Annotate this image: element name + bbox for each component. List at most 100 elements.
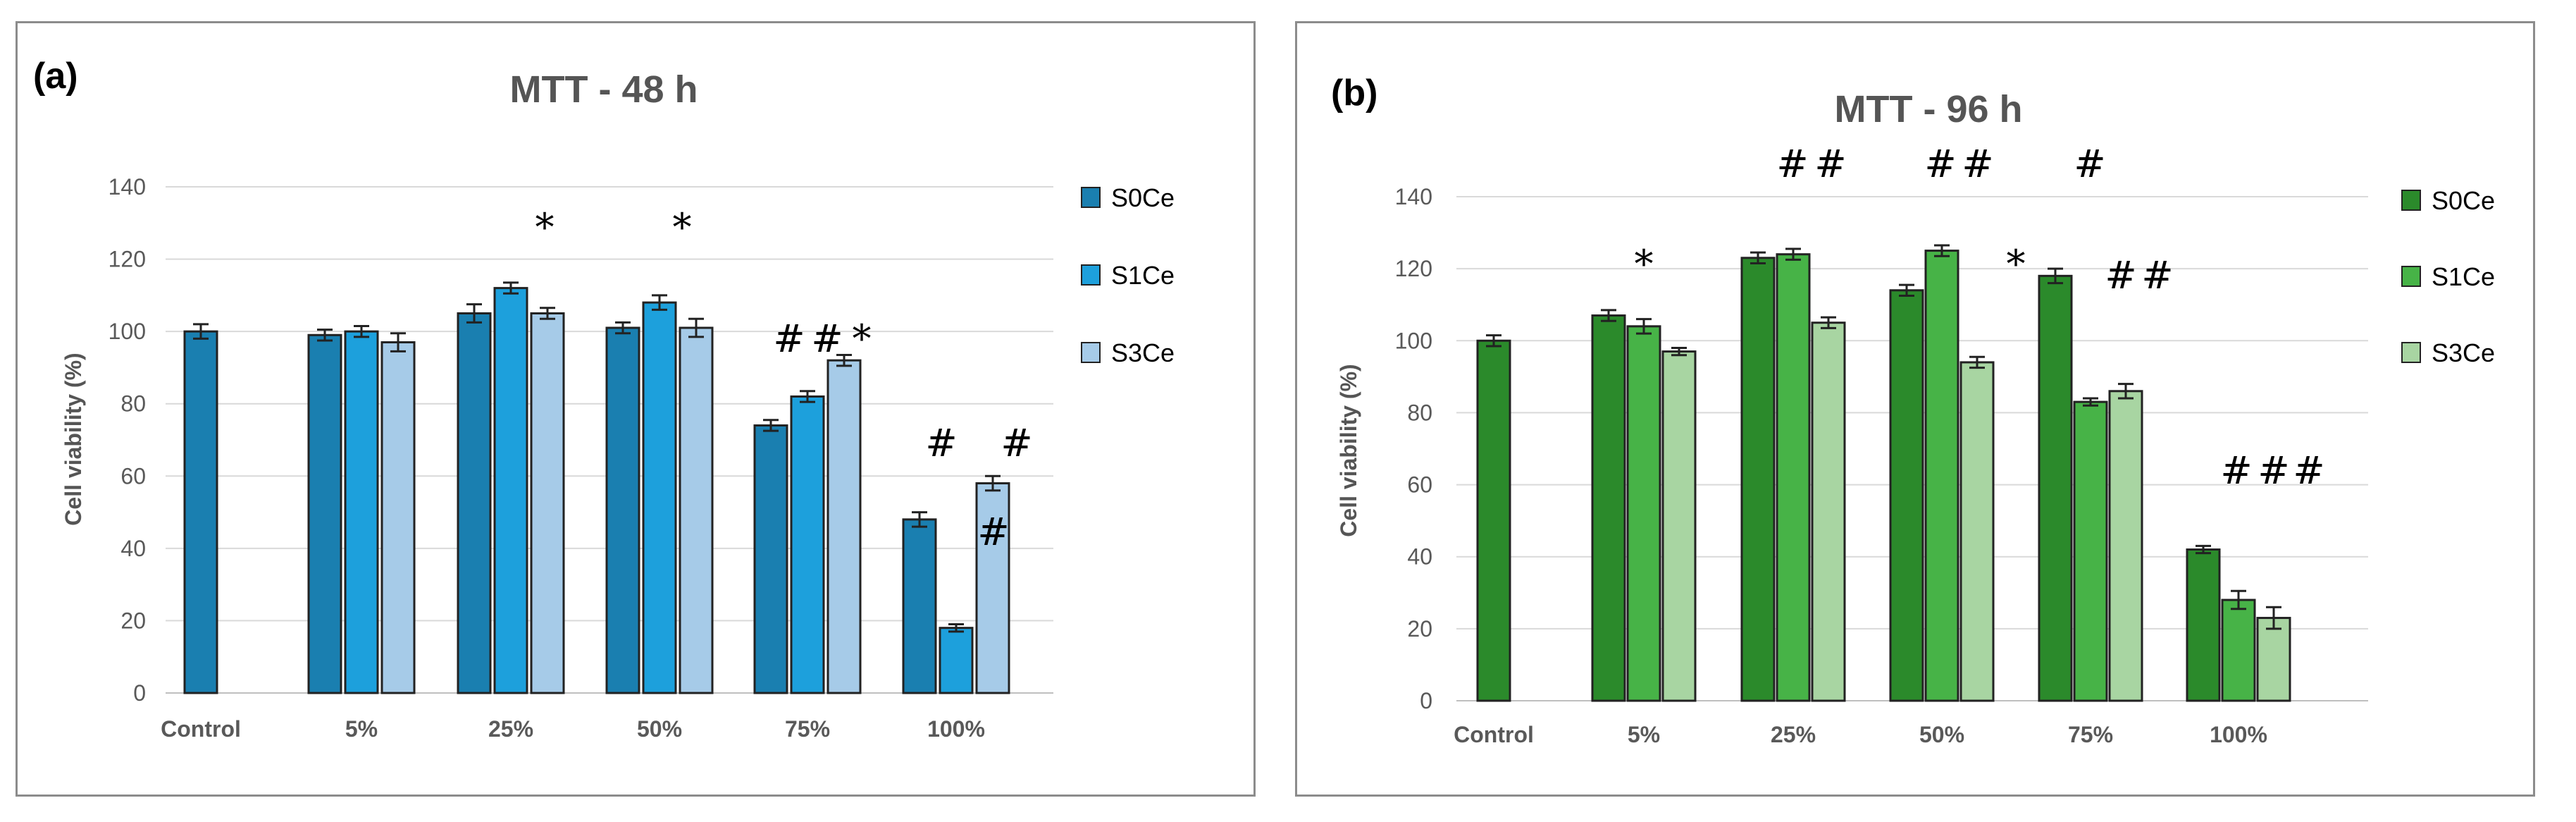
- y-tick-b-20: 20: [1407, 616, 1432, 642]
- y-tick-b-120: 120: [1395, 256, 1432, 281]
- y-tick-a-20: 20: [120, 608, 146, 633]
- error-bar-a-S1Ce-5: [948, 623, 964, 633]
- annotation-b-8: #: [2141, 253, 2173, 297]
- y-tick-b-0: 0: [1420, 688, 1432, 713]
- x-tick-a-5: 100%: [927, 716, 985, 742]
- bar-b-S0Ce-5: [2186, 548, 2221, 702]
- panel-label-b: (b): [1331, 73, 1377, 114]
- annotation-b-9: #: [2220, 448, 2252, 493]
- error-bar-b-S3Ce-2: [1821, 316, 1836, 329]
- error-bar-b-S1Ce-2: [1785, 247, 1801, 261]
- x-tick-b-2: 25%: [1771, 722, 1816, 747]
- error-bar-b-S0Ce-3: [1899, 283, 1914, 297]
- bar-b-S1Ce-4: [2073, 400, 2108, 702]
- annotation-a-9: #: [977, 510, 1009, 554]
- y-axis-label-b: Cell viability (%): [1336, 364, 1361, 536]
- y-tick-b-140: 140: [1395, 184, 1432, 209]
- error-bar-a-S1Ce-4: [800, 390, 815, 403]
- error-bar-a-S1Ce-2: [503, 281, 519, 295]
- error-bar-b-S0Ce-2: [1750, 251, 1766, 264]
- error-bar-b-S1Ce-5: [2231, 589, 2246, 611]
- bar-a-S1Ce-3: [642, 301, 677, 694]
- legend-swatch-a-S0Ce: [1081, 187, 1101, 208]
- annotation-b-5: *: [2007, 242, 2026, 286]
- bar-b-S3Ce-4: [2108, 390, 2143, 702]
- bar-a-S1Ce-1: [344, 330, 379, 694]
- error-bar-a-S1Ce-3: [652, 294, 667, 311]
- annotation-b-4: #: [1962, 142, 1993, 186]
- y-tick-a-40: 40: [120, 536, 146, 561]
- error-bar-a-S3Ce-2: [540, 307, 555, 320]
- error-bar-b-S1Ce-1: [1636, 318, 1652, 335]
- y-tick-a-140: 140: [109, 174, 146, 200]
- legend-swatch-b-S3Ce: [2401, 342, 2421, 363]
- chart-panel-a: (a) MTT - 48 h 0 20 40 60 80 100 120 140 Cell viab…: [16, 21, 1256, 797]
- chart-title-a: MTT - 48 h: [510, 68, 698, 111]
- error-bar-b-S0Ce-0: [1486, 334, 1501, 348]
- bar-a-S1Ce-4: [790, 395, 825, 694]
- legend-swatch-a-S1Ce: [1081, 264, 1101, 286]
- annotation-a-1: *: [535, 205, 555, 250]
- annotation-b-0: *: [1635, 242, 1654, 286]
- bar-a-S3Ce-4: [826, 359, 862, 694]
- error-bar-a-S1Ce-1: [354, 324, 369, 338]
- error-bar-b-S1Ce-4: [2083, 397, 2098, 407]
- error-bar-b-S1Ce-3: [1934, 244, 1950, 257]
- bar-b-S3Ce-1: [1661, 350, 1697, 702]
- error-bar-b-S0Ce-5: [2196, 544, 2211, 555]
- error-bar-b-S3Ce-5: [2266, 606, 2281, 630]
- error-bar-a-S0Ce-4: [763, 419, 779, 432]
- bar-a-S0Ce-4: [753, 424, 788, 694]
- bar-a-S1Ce-2: [493, 287, 528, 694]
- error-bar-a-S3Ce-5: [985, 474, 1001, 492]
- y-tick-a-80: 80: [120, 391, 146, 417]
- annotation-b-1: #: [1776, 142, 1808, 186]
- error-bar-a-S0Ce-0: [193, 323, 209, 340]
- bar-b-S1Ce-1: [1626, 325, 1661, 702]
- error-bar-b-S3Ce-3: [1969, 355, 1985, 369]
- y-tick-a-100: 100: [109, 319, 146, 344]
- error-bar-b-S3Ce-4: [2118, 383, 2134, 400]
- legend-label-a-S3Ce: S3Ce: [1111, 338, 1175, 367]
- legend-swatch-b-S0Ce: [2401, 190, 2421, 211]
- bar-a-S0Ce-2: [457, 312, 492, 694]
- y-tick-b-40: 40: [1407, 544, 1432, 570]
- bar-b-S0Ce-0: [1476, 339, 1511, 702]
- chart-panel-b: (b) MTT - 96 h 0 20 40 60 80 100 120 140 Cell viab…: [1295, 21, 2535, 797]
- bar-b-S3Ce-2: [1811, 321, 1846, 702]
- annotation-a-3: *: [673, 205, 692, 250]
- x-tick-b-3: 50%: [1919, 722, 1964, 747]
- bar-a-S3Ce-1: [380, 341, 416, 694]
- legend-label-a-S0Ce: S0Ce: [1111, 183, 1175, 212]
- panel-label-a: (a): [33, 56, 78, 97]
- x-tick-b-1: 5%: [1628, 722, 1660, 747]
- annotation-a-7: *: [853, 317, 872, 361]
- y-axis-label-a: Cell viability (%): [61, 352, 86, 525]
- bar-a-S3Ce-5: [975, 482, 1010, 694]
- bar-a-S3Ce-2: [530, 312, 565, 694]
- bar-a-S0Ce-1: [307, 333, 342, 694]
- error-bar-a-S3Ce-3: [688, 317, 704, 338]
- bar-b-S1Ce-2: [1776, 253, 1811, 702]
- error-bar-a-S0Ce-1: [317, 329, 333, 342]
- y-tick-b-100: 100: [1395, 328, 1432, 353]
- error-bar-a-S0Ce-2: [466, 303, 482, 324]
- error-bar-a-S0Ce-5: [912, 511, 927, 528]
- error-bar-b-S0Ce-4: [2048, 267, 2063, 285]
- annotation-b-3: #: [1924, 142, 1956, 186]
- y-tick-a-0: 0: [133, 680, 146, 706]
- error-bar-a-S3Ce-4: [836, 353, 852, 367]
- bar-a-S3Ce-3: [679, 326, 714, 694]
- legend-label-b-S3Ce: S3Ce: [2432, 338, 2495, 367]
- error-bar-b-S3Ce-1: [1671, 347, 1687, 357]
- bar-b-S0Ce-3: [1889, 289, 1924, 702]
- annotation-b-6: #: [2074, 142, 2105, 186]
- y-tick-a-120: 120: [109, 247, 146, 272]
- y-tick-b-80: 80: [1407, 400, 1432, 425]
- bar-b-S3Ce-5: [2256, 617, 2291, 702]
- error-bar-b-S0Ce-1: [1601, 309, 1616, 322]
- bar-b-S0Ce-1: [1591, 314, 1626, 702]
- error-bar-a-S0Ce-3: [615, 321, 631, 335]
- x-tick-a-1: 5%: [345, 716, 378, 742]
- bar-b-S0Ce-4: [2038, 274, 2073, 702]
